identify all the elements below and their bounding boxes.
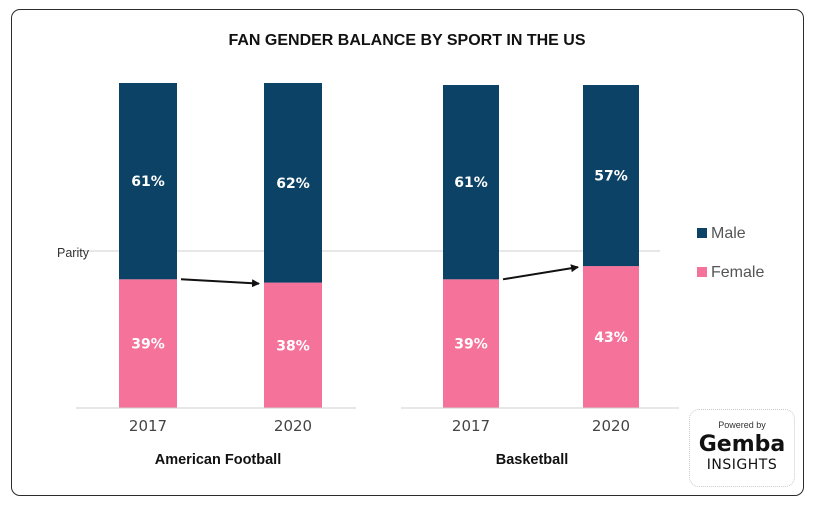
trend-arrow <box>180 278 260 288</box>
group-label: Basketball <box>496 452 569 468</box>
gemba-logo: Powered by Gemba INSIGHTS <box>689 409 795 487</box>
bar-male <box>119 83 177 280</box>
data-label-female: 38% <box>276 338 310 354</box>
logo-brand: Gemba <box>698 432 786 457</box>
data-label-male: 61% <box>454 175 488 191</box>
bar-female <box>443 279 499 408</box>
x-tick-label: 2017 <box>129 417 167 435</box>
trend-arrow <box>502 264 579 281</box>
chart-title: FAN GENDER BALANCE BY SPORT IN THE US <box>228 32 585 49</box>
bar-male <box>583 85 639 267</box>
bar-male <box>443 85 499 280</box>
data-label-female: 39% <box>131 337 165 353</box>
logo-sub: INSIGHTS <box>706 457 778 473</box>
legend-swatch-female <box>697 267 707 277</box>
bar-male <box>264 83 322 283</box>
legend-swatch-male <box>697 228 707 238</box>
data-label-male: 57% <box>594 169 628 185</box>
bar-female <box>583 266 639 408</box>
bar-female <box>264 282 322 408</box>
data-label-female: 43% <box>594 330 628 346</box>
legend-label-male: Male <box>711 225 746 242</box>
data-label-male: 61% <box>131 174 165 190</box>
data-label-male: 62% <box>276 176 310 192</box>
plot-area: Parity 39% 61% 2017 38% 62% 2020 American Footb… <box>57 83 764 468</box>
x-tick-label: 2020 <box>274 417 312 435</box>
chart-frame <box>11 9 804 496</box>
group-label: American Football <box>155 452 282 468</box>
logo-powered-by: Powered by <box>718 420 766 430</box>
parity-label: Parity <box>57 246 90 260</box>
x-tick-label: 2017 <box>452 417 490 435</box>
x-tick-label: 2020 <box>592 417 630 435</box>
bar-female <box>119 279 177 408</box>
legend-label-female: Female <box>711 264 764 281</box>
data-label-female: 39% <box>454 337 488 353</box>
